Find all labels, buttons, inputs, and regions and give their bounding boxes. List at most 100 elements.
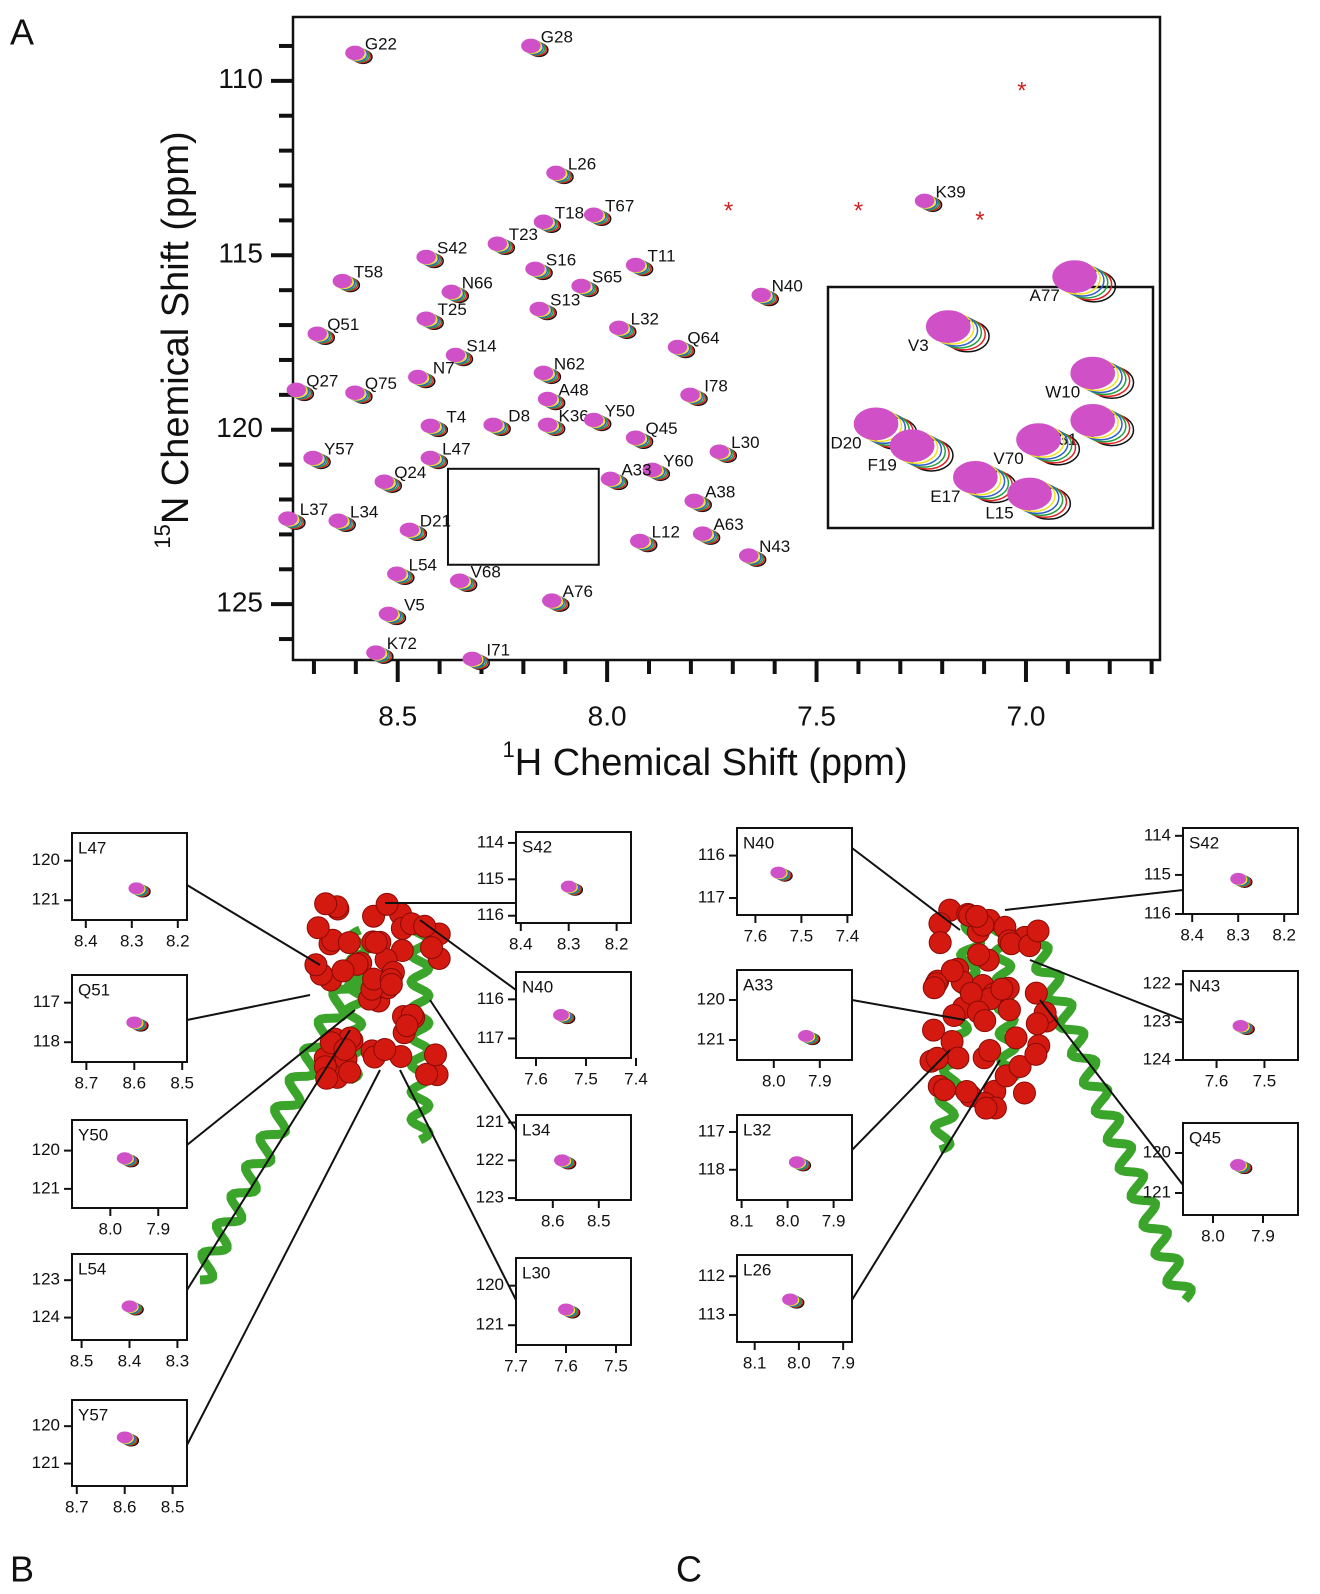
peak-label: N43 [759, 537, 790, 556]
x-axis-title-main: H Chemical Shift (ppm) [515, 742, 908, 784]
connector [852, 1060, 1000, 1300]
y-tick-label: 123 [476, 1188, 504, 1207]
peak-label: I78 [704, 376, 728, 395]
residue-sphere [365, 931, 387, 953]
peak [627, 431, 645, 444]
panel-title: L30 [522, 1263, 550, 1282]
peak-label: L30 [731, 433, 759, 452]
y-axis-title-sup: 15 [150, 524, 175, 548]
y-tick-label: 113 [698, 1304, 725, 1323]
peak-label: K72 [387, 634, 417, 653]
residue-sphere [1026, 1013, 1048, 1035]
x-tick-label: 8.3 [166, 1351, 190, 1370]
y-tick-label: 123 [1143, 1012, 1171, 1031]
residue-sphere [376, 893, 398, 915]
y-tick-label: 120 [476, 1275, 504, 1294]
peak-label: Q64 [687, 329, 719, 348]
peak [530, 302, 548, 315]
x-tick-label: 8.2 [166, 931, 190, 950]
residue-sphere [338, 932, 360, 954]
x-tick-label: 8.4 [509, 934, 533, 953]
x-tick-label: 7.5 [574, 1069, 598, 1088]
x-tick-label: 8.4 [118, 1351, 142, 1370]
x-tick-label: 7.6 [744, 926, 768, 945]
residue-sphere [1013, 1082, 1035, 1104]
y-tick-label: 121 [476, 1112, 504, 1131]
x-tick-label: 7.5 [790, 926, 814, 945]
peak [627, 259, 645, 272]
peak-label: A48 [558, 380, 588, 399]
x-tick-label: 7.5 [1253, 1071, 1277, 1090]
peak [346, 386, 364, 399]
connector [187, 1030, 350, 1290]
x-tick-label: 8.2 [605, 934, 629, 953]
x-tick-label: 8.6 [541, 1211, 565, 1230]
peak [388, 567, 406, 580]
peak [710, 445, 728, 458]
peak-label: V5 [404, 595, 425, 614]
peak [375, 475, 393, 488]
connector [187, 885, 320, 965]
x-tick-label: 7.9 [831, 1353, 855, 1372]
y-tick-label: 122 [476, 1150, 504, 1169]
peak [740, 549, 758, 562]
x-tick-label: 8.0 [99, 1219, 123, 1238]
y-axis-title-main: N Chemical Shift (ppm) [155, 131, 197, 524]
peak [534, 366, 552, 379]
peak-label: T18 [555, 203, 584, 222]
peak [304, 451, 322, 464]
y-tick-label: 116 [477, 905, 504, 924]
y-tick-label: 118 [33, 1032, 60, 1051]
peak [601, 472, 619, 485]
x-tick-label: 8.0 [762, 1071, 786, 1090]
residue-sphere [315, 893, 337, 915]
x-tick-label: 7.9 [1251, 1226, 1275, 1245]
peak [367, 646, 385, 659]
peak [333, 275, 351, 288]
y-tick-label: 116 [698, 845, 725, 864]
panel-title: Y57 [78, 1405, 108, 1424]
panel-title: A33 [743, 975, 773, 994]
peak-label: F19 [868, 455, 897, 474]
peak-label: L34 [350, 502, 378, 521]
x-tick-label: 7.6 [1205, 1071, 1229, 1090]
y-tick-label: 115 [1144, 864, 1171, 883]
x-tick-label: 7.6 [554, 1356, 578, 1375]
x-tick-label: 8.5 [378, 700, 417, 731]
y-tick-label: 120 [32, 1416, 60, 1435]
x-tick-label: 7.9 [822, 1211, 846, 1230]
y-tick-label: 117 [698, 1121, 725, 1140]
x-tick-label: 7.9 [146, 1219, 170, 1238]
peak [799, 1031, 813, 1041]
peak [783, 1294, 797, 1304]
x-tick-label: 8.5 [170, 1073, 194, 1092]
peak [409, 371, 427, 384]
peak [771, 867, 785, 877]
x-tick-label: 7.0 [1007, 700, 1046, 731]
y-tick-label: 116 [1144, 903, 1171, 922]
residue-sphere [1025, 1043, 1047, 1065]
peak [685, 494, 703, 507]
panel-title: L26 [743, 1260, 771, 1279]
peak-label: Y57 [324, 439, 354, 458]
peak-label: S13 [550, 290, 580, 309]
panel-title: L54 [78, 1259, 106, 1278]
peak-label: D20 [830, 433, 861, 452]
structures [187, 848, 1191, 1445]
panel-title: L34 [522, 1120, 550, 1139]
panel-title: S42 [1189, 833, 1219, 852]
peak-label: Q24 [394, 463, 426, 482]
peak [421, 419, 439, 432]
peak-label: L47 [442, 439, 470, 458]
peak [308, 327, 326, 340]
y-tick-label: 124 [1143, 1049, 1171, 1068]
peak-label: Y60 [663, 451, 693, 470]
x-tick-label: 8.2 [1272, 925, 1296, 944]
residue-sphere [1027, 920, 1049, 942]
peak [287, 383, 305, 396]
panel-title: Q51 [78, 980, 110, 999]
peak-label: Q51 [327, 315, 359, 334]
peak [559, 1304, 573, 1314]
residue-sphere [1025, 982, 1047, 1004]
figure: A B C 8.58.07.57.01101151201251H Chemica… [0, 0, 1320, 1594]
